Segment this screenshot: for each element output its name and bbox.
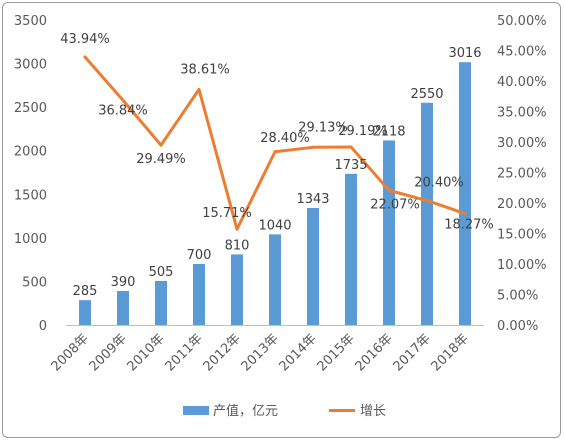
bar [383,140,395,325]
line-point [311,145,315,149]
bar-data-label: 390 [111,275,136,290]
y-right-tick-label: 40.00% [497,75,547,90]
bar [117,291,129,325]
y-right-tick-label: 0.00% [497,319,538,334]
line-data-label: 29.19% [338,124,388,139]
bar [155,280,167,325]
y-right-tick-label: 30.00% [497,136,547,151]
y-right-tick-label: 45.00% [497,45,547,60]
line-data-label: 36.84% [98,103,148,118]
y-right-tick-label: 20.00% [497,197,547,212]
bar-data-label: 1040 [258,218,291,233]
line-point [463,212,467,216]
bar [307,207,319,325]
x-tick-label: 2015年 [315,331,358,374]
y-right-tick-label: 10.00% [497,258,547,273]
bar-data-label: 810 [225,238,250,253]
bar [459,62,471,325]
bars [79,62,471,326]
line-point [197,87,201,91]
x-tick-label: 2018年 [429,331,472,374]
line-data-label: 18.27% [444,218,494,233]
bar [231,254,243,325]
bar [345,173,357,325]
y-right-tick-label: 50.00% [497,14,547,29]
line-point [159,143,163,147]
line-data-label: 22.07% [370,197,420,212]
x-tick-label: 2017年 [391,331,434,374]
line-data-label: 43.94% [60,32,110,47]
line-point [83,55,87,59]
y-left-tick-label: 0 [39,319,47,334]
bar-data-label: 285 [73,284,98,299]
line-point [387,188,391,192]
data-labels: 285 390 505 700 810 1040 1343 1735 2118 2550 3016 4… [60,32,494,299]
x-tick-label: 2012年 [201,331,244,374]
bar-data-label: 700 [187,248,212,263]
line-data-label: 20.40% [414,176,464,191]
y-left-tick-label: 2500 [14,101,47,116]
y-right-tick-label: 5.00% [497,289,538,304]
y-left-tick-label: 3000 [14,58,47,73]
legend-line-label: 增长 [360,404,386,419]
line-point [425,199,429,203]
line-data-label: 15.71% [202,206,252,221]
line-point [273,150,277,154]
x-tick-label: 2011年 [163,331,206,374]
legend: 产值，亿元 增长 [183,403,386,419]
x-tick-label: 2013年 [239,331,282,374]
x-tick-label: 2016年 [353,331,396,374]
bar [421,102,433,326]
x-tick-label: 2010年 [125,331,168,374]
y-right-tick-label: 15.00% [497,228,547,243]
bar-data-label: 3016 [448,46,481,61]
line-data-label: 38.61% [180,62,230,77]
line-series [83,55,467,231]
y-left-tick-label: 2000 [14,145,47,160]
y-left-tick-label: 3500 [14,14,47,29]
bar-data-label: 505 [149,265,174,280]
line-data-label: 29.13% [298,120,348,135]
y-left-tick-label: 1500 [14,188,47,203]
bar [79,300,91,325]
line-point [349,145,353,149]
line-point [235,227,239,231]
bar [269,234,281,325]
x-tick-label: 2009年 [87,331,130,374]
line-point [121,98,125,102]
bar [193,264,205,325]
line-data-label: 28.40% [260,131,310,146]
y-left-tick-label: 500 [22,275,47,290]
y-left-tick-label: 1000 [14,232,47,247]
bar-data-label: 2118 [372,124,405,139]
legend-bar-label: 产值，亿元 [213,403,278,419]
bar-data-label: 1343 [296,192,329,207]
line-data-label: 29.49% [136,152,186,167]
y-right-tick-label: 25.00% [497,167,547,182]
y-right-tick-label: 35.00% [497,106,547,121]
bar-data-label: 2550 [410,87,443,102]
x-tick-label: 2008年 [49,331,92,374]
legend-bar-swatch [183,406,209,415]
x-tick-label: 2014年 [277,331,320,374]
bar-data-label: 1735 [334,158,367,173]
